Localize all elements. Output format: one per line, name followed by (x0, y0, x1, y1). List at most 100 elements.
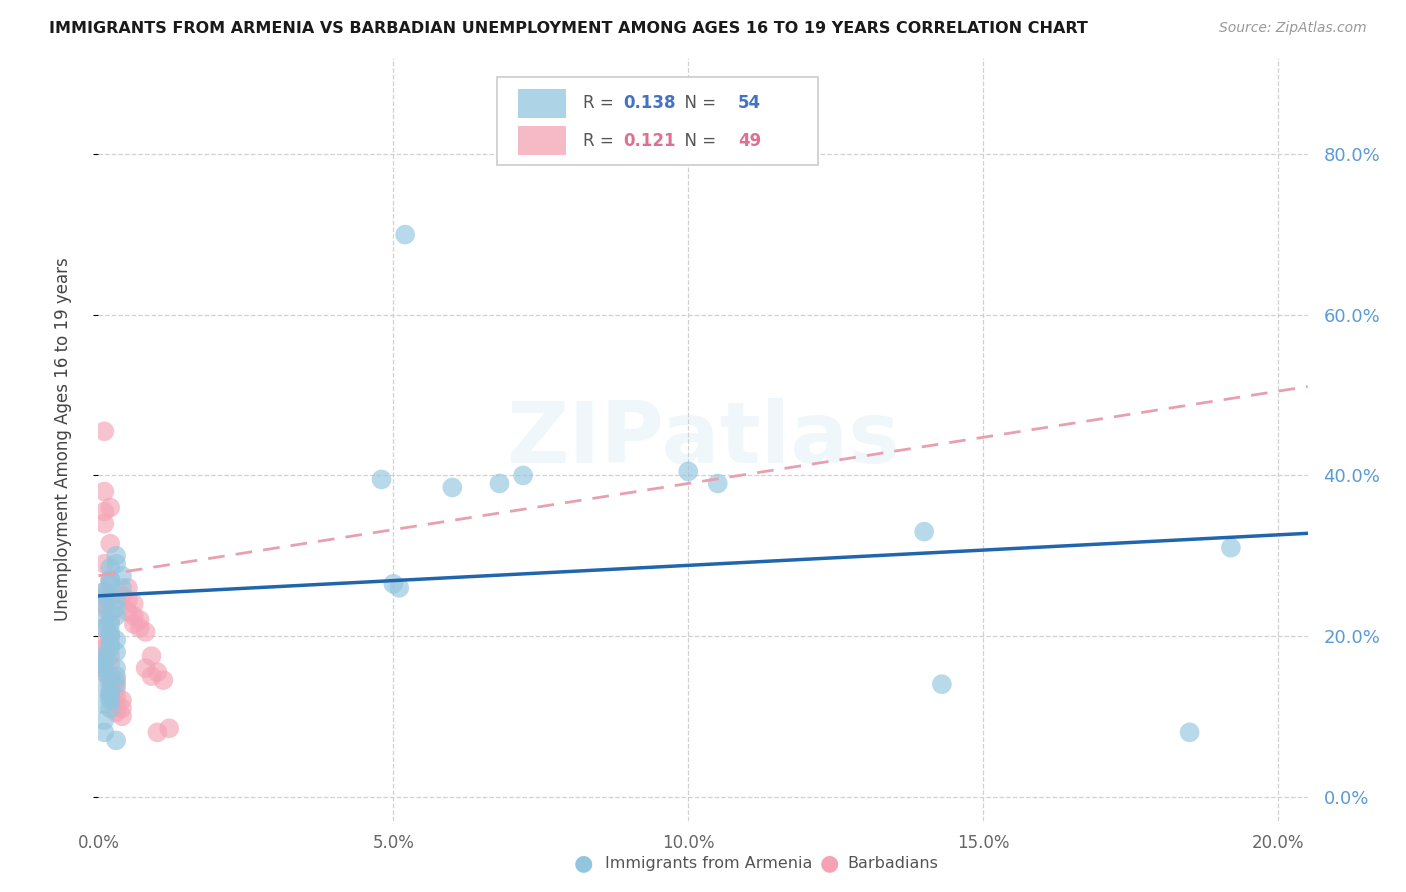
Point (98, 613, 121, 627)
Point (1178, 725, 1201, 739)
Point (706, 476, 728, 491)
Point (93, 597, 115, 611)
Point (98, 577, 121, 591)
Text: ●: ● (820, 854, 839, 873)
Point (105, 661, 128, 675)
FancyBboxPatch shape (498, 77, 818, 165)
Point (93, 665, 115, 680)
Point (105, 633, 128, 648)
Point (98, 605, 121, 619)
Point (98, 649, 121, 664)
Point (98, 629, 121, 643)
Point (105, 733, 128, 747)
FancyBboxPatch shape (517, 89, 567, 118)
Point (98, 629, 121, 643)
Point (146, 665, 169, 680)
Point (128, 621, 150, 635)
Point (93, 725, 115, 739)
Point (678, 464, 700, 478)
Point (105, 608, 128, 623)
Point (157, 721, 180, 735)
Point (93, 425, 115, 439)
Point (111, 589, 134, 603)
Point (93, 505, 115, 519)
Point (141, 649, 163, 664)
Text: R =: R = (583, 95, 619, 112)
Point (105, 677, 128, 691)
Text: N =: N = (673, 95, 721, 112)
Point (105, 681, 128, 696)
Point (111, 701, 134, 715)
Point (98, 689, 121, 703)
Point (98, 669, 121, 683)
Point (512, 468, 534, 483)
Point (105, 645, 128, 659)
Point (105, 601, 128, 615)
Point (98, 637, 121, 651)
Point (93, 653, 115, 667)
Point (441, 480, 464, 494)
Point (141, 669, 163, 683)
Text: Source: ZipAtlas.com: Source: ZipAtlas.com (1219, 21, 1367, 36)
Text: IMMIGRANTS FROM ARMENIA VS BARBADIAN UNEMPLOYMENT AMONG AGES 16 TO 19 YEARS CORR: IMMIGRANTS FROM ARMENIA VS BARBADIAN UNE… (49, 21, 1088, 37)
Point (98, 685, 121, 699)
Point (135, 661, 157, 675)
Point (122, 608, 145, 623)
Text: Immigrants from Armenia: Immigrants from Armenia (605, 856, 811, 871)
Point (382, 577, 405, 591)
Point (912, 524, 935, 539)
Text: ZIPatlas: ZIPatlas (506, 398, 900, 481)
Point (93, 585, 115, 599)
Point (111, 709, 134, 723)
Point (98, 640, 121, 655)
Point (98, 617, 121, 632)
Point (93, 681, 115, 696)
Point (98, 673, 121, 688)
Text: 0.138: 0.138 (623, 95, 676, 112)
Point (93, 597, 115, 611)
Y-axis label: Unemployment Among Ages 16 to 19 years: Unemployment Among Ages 16 to 19 years (53, 258, 72, 621)
Point (105, 705, 128, 719)
Point (488, 476, 510, 491)
Point (98, 536, 121, 550)
Point (117, 592, 139, 607)
Point (93, 637, 115, 651)
Point (98, 693, 121, 707)
Point (117, 581, 139, 595)
Point (105, 549, 128, 563)
Point (93, 613, 115, 627)
Point (1219, 541, 1241, 555)
Point (111, 569, 134, 583)
Point (122, 597, 145, 611)
Point (105, 673, 128, 688)
Point (93, 516, 115, 531)
Point (93, 653, 115, 667)
Text: ●: ● (574, 854, 593, 873)
Point (152, 673, 174, 688)
Point (98, 573, 121, 587)
Point (93, 640, 115, 655)
Point (98, 561, 121, 575)
Point (93, 714, 115, 728)
Point (105, 698, 128, 712)
Point (93, 665, 115, 680)
FancyBboxPatch shape (517, 127, 567, 155)
Point (135, 624, 157, 639)
Point (98, 677, 121, 691)
Point (98, 685, 121, 699)
Point (105, 689, 128, 703)
Point (111, 693, 134, 707)
Text: Barbadians: Barbadians (848, 856, 939, 871)
Point (93, 601, 115, 615)
Point (93, 557, 115, 571)
Point (98, 624, 121, 639)
Point (931, 677, 953, 691)
Point (111, 581, 134, 595)
Point (98, 701, 121, 715)
Point (394, 227, 416, 242)
Point (93, 585, 115, 599)
Point (93, 484, 115, 499)
Point (98, 589, 121, 603)
Point (93, 649, 115, 664)
Point (105, 669, 128, 683)
